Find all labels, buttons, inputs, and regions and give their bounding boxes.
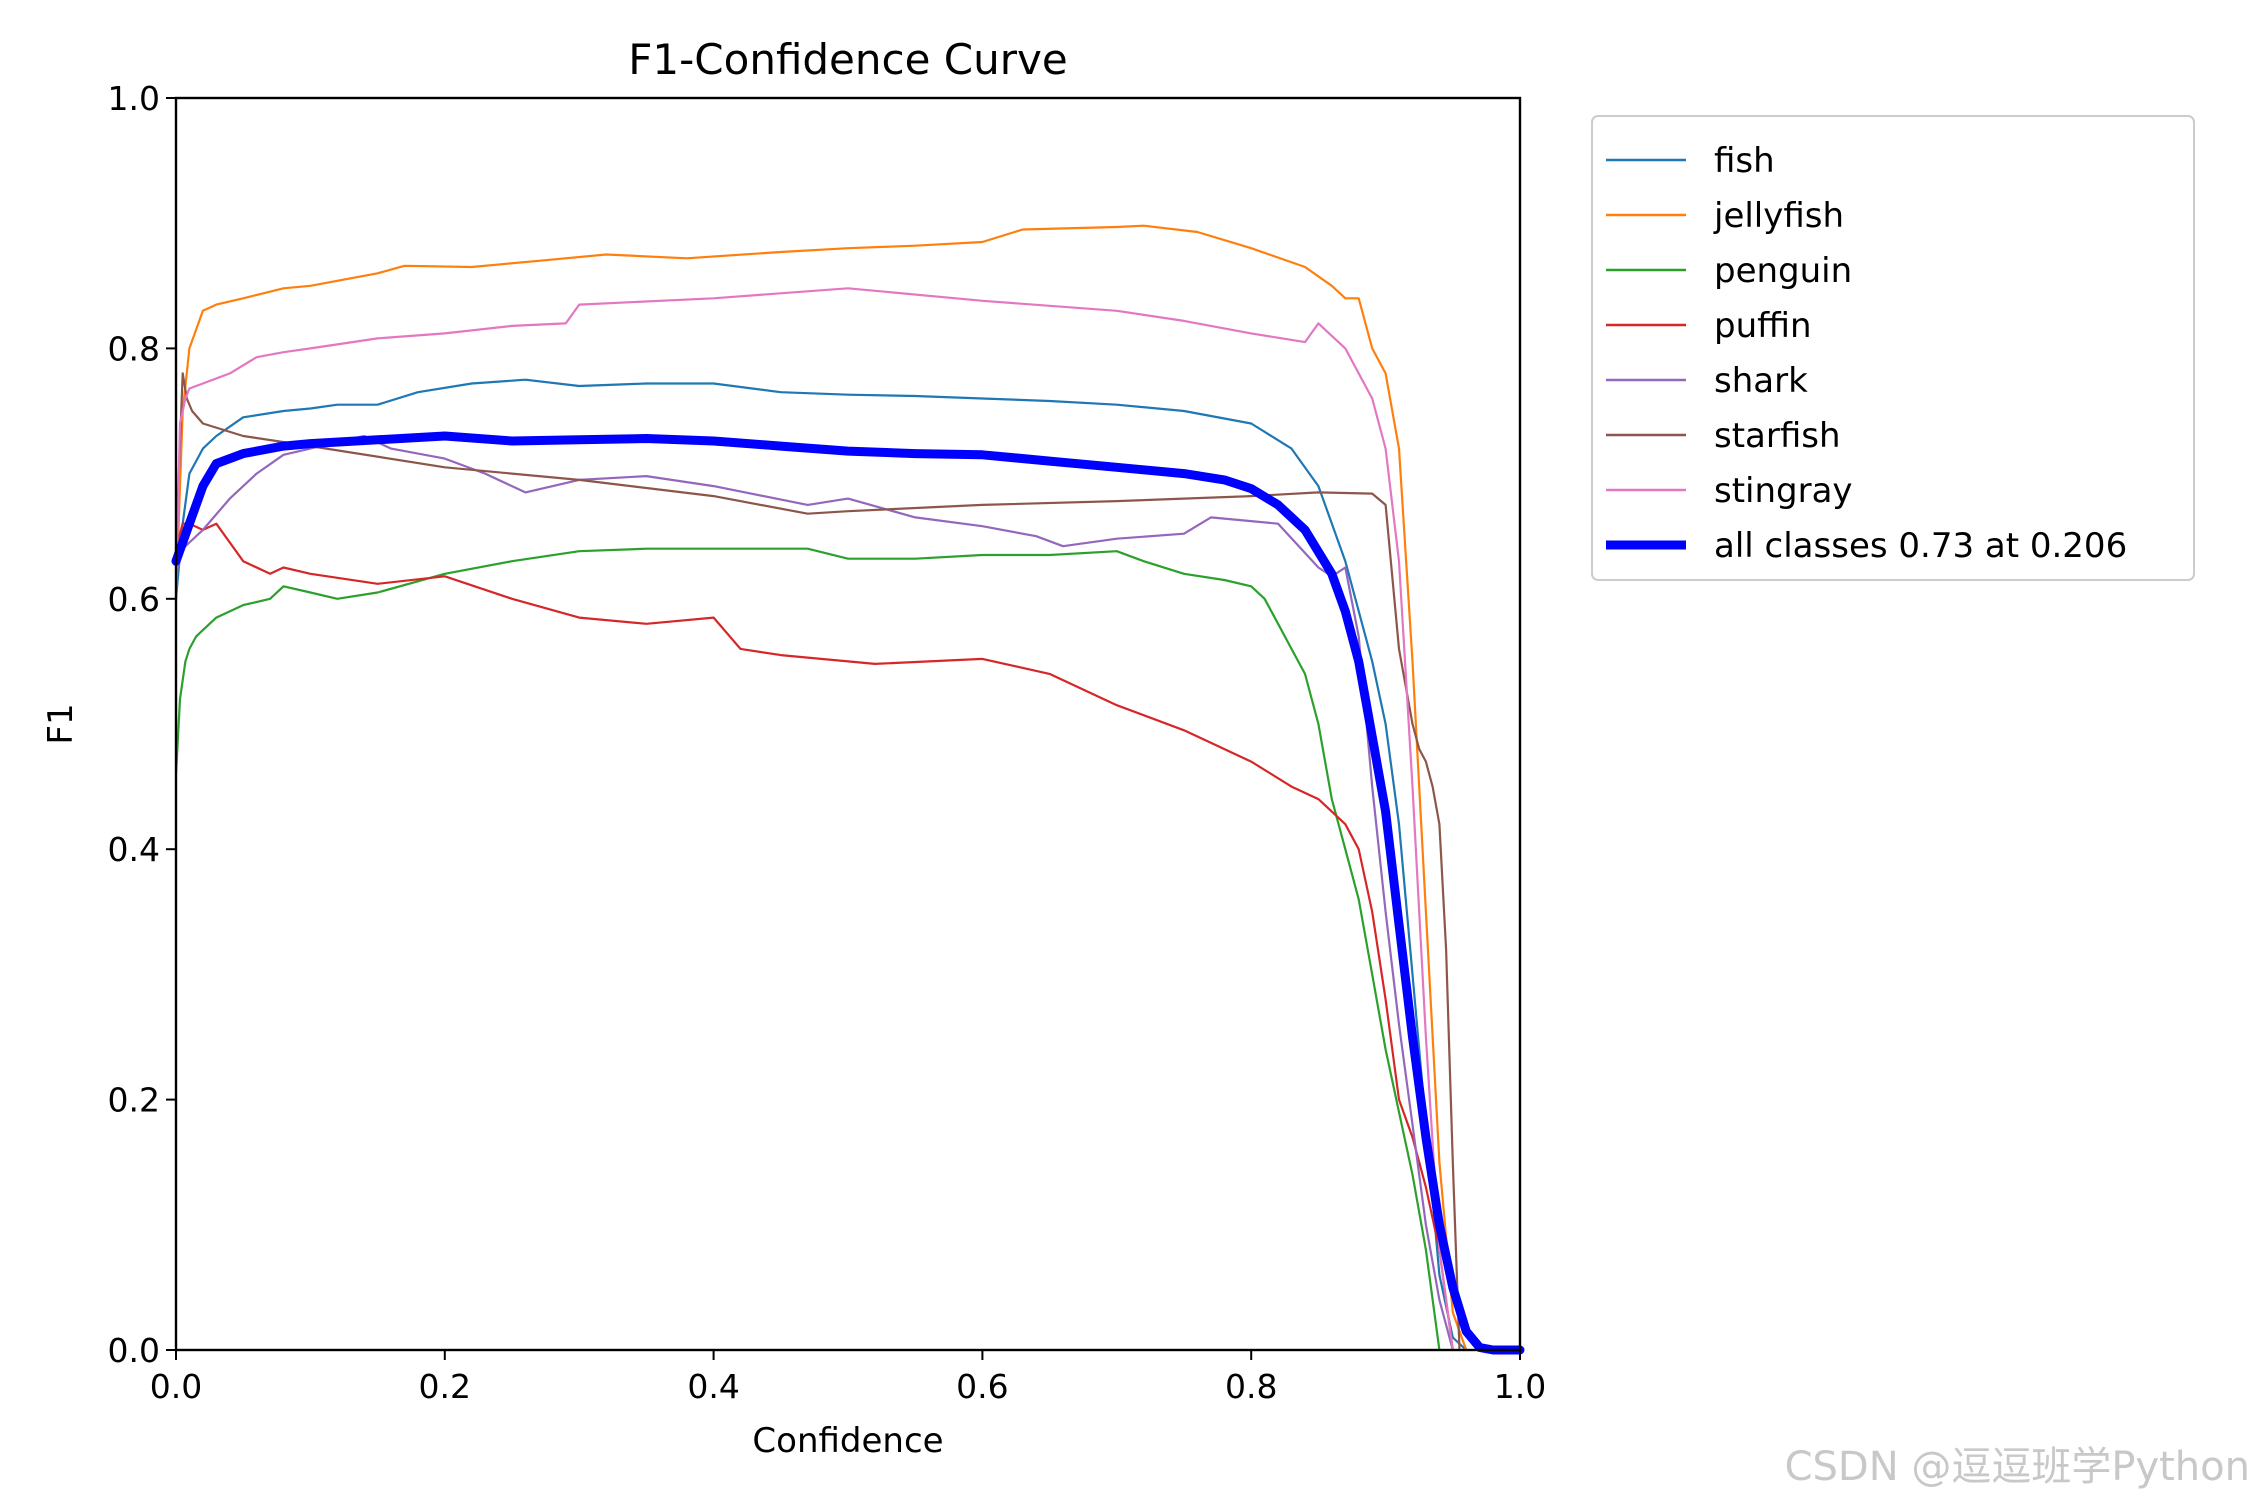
series-line-stingray bbox=[174, 287, 1454, 1352]
legend-box bbox=[1591, 115, 2195, 581]
x-axis-label: Confidence bbox=[752, 1421, 943, 1461]
y-axis-label: F1 bbox=[41, 703, 81, 744]
legend-label: puffin bbox=[1714, 306, 1812, 346]
x-tick-label: 1.0 bbox=[1494, 1367, 1546, 1406]
x-tick-label: 0.4 bbox=[687, 1367, 739, 1406]
legend-label: stingray bbox=[1714, 471, 1853, 511]
series-line-starfish bbox=[174, 372, 1461, 1352]
y-tick-label: 1.0 bbox=[108, 79, 160, 118]
legend-label: fish bbox=[1714, 141, 1775, 181]
watermark: CSDN @逗逗班学Python bbox=[1784, 1444, 2250, 1490]
series-line-puffin bbox=[174, 522, 1454, 1352]
y-tick-label: 0.2 bbox=[108, 1081, 160, 1120]
x-tick-label: 0.0 bbox=[150, 1367, 202, 1406]
series-line-jellyfish bbox=[174, 224, 1468, 1352]
series-line-shark bbox=[174, 434, 1454, 1352]
y-tick-label: 0.0 bbox=[108, 1331, 160, 1370]
y-axis: 0.0 0.2 0.4 0.6 0.8 1.0 bbox=[108, 79, 176, 1370]
x-axis: 0.0 0.2 0.4 0.6 0.8 1.0 bbox=[150, 1350, 1546, 1406]
legend-label: jellyfish bbox=[1713, 196, 1844, 236]
y-tick-label: 0.6 bbox=[108, 580, 160, 619]
series-line-all-classes-0-73-at-0-206 bbox=[171, 431, 1525, 1355]
legend-label: starfish bbox=[1714, 416, 1841, 456]
legend-label: penguin bbox=[1714, 251, 1852, 291]
legend-label: all classes 0.73 at 0.206 bbox=[1714, 526, 2127, 566]
series-line-fish bbox=[174, 378, 1468, 1352]
legend: fish jellyfish penguin puffin shark starfish s… bbox=[1591, 115, 2195, 581]
series-line-penguin bbox=[174, 547, 1441, 1352]
x-tick-label: 0.6 bbox=[956, 1367, 1008, 1406]
plot-frame bbox=[174, 96, 1522, 1352]
x-tick-label: 0.8 bbox=[1225, 1367, 1277, 1406]
plot-area bbox=[171, 224, 1525, 1355]
legend-label: shark bbox=[1714, 361, 1808, 401]
x-tick-label: 0.2 bbox=[419, 1367, 471, 1406]
y-tick-label: 0.8 bbox=[108, 329, 160, 368]
y-tick-label: 0.4 bbox=[108, 830, 160, 869]
chart-title: F1-Confidence Curve bbox=[628, 35, 1067, 84]
